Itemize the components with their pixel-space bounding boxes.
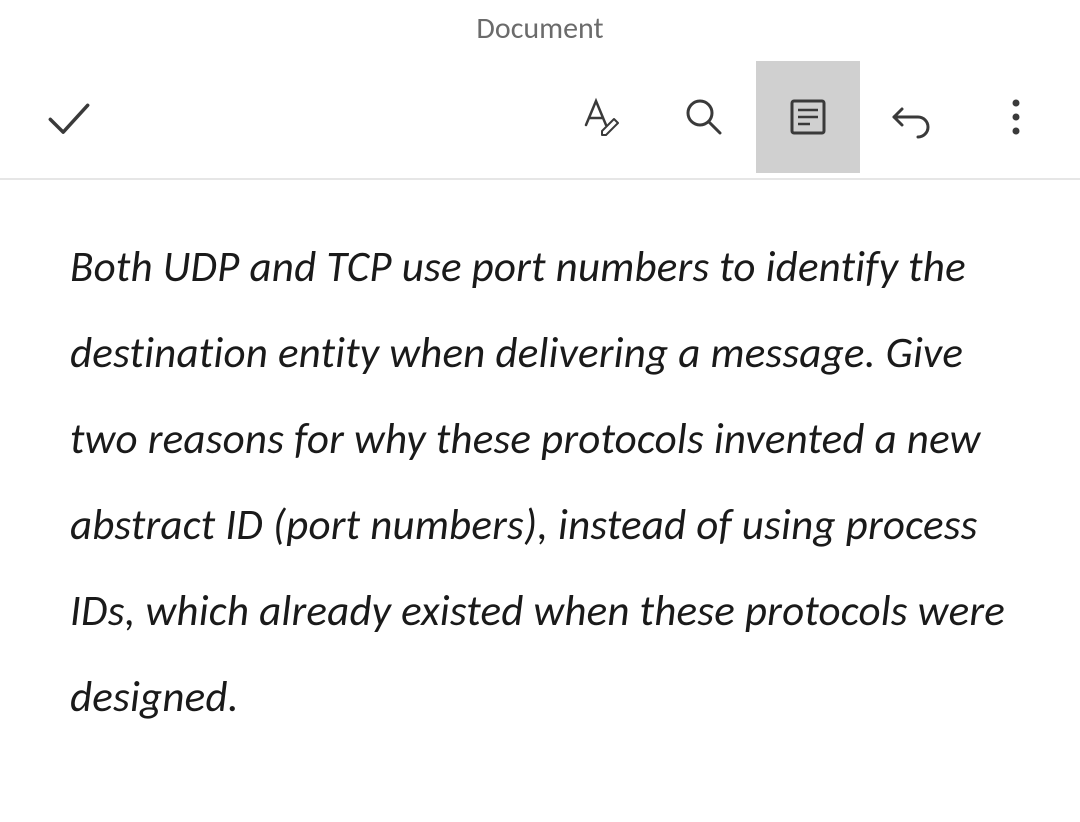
document-title: Document: [476, 10, 603, 47]
more-options-button[interactable]: [964, 61, 1068, 173]
undo-icon: [888, 93, 936, 141]
toolbar-left: [24, 56, 114, 178]
check-icon: [41, 89, 97, 145]
reading-view-button[interactable]: [756, 61, 860, 173]
search-button[interactable]: [652, 61, 756, 173]
toolbar: [0, 56, 1080, 180]
edit-text-icon: [576, 93, 624, 141]
search-icon: [680, 93, 728, 141]
text-edit-button[interactable]: [548, 61, 652, 173]
reading-view-icon: [784, 93, 832, 141]
undo-button[interactable]: [860, 61, 964, 173]
body-paragraph: Both UDP and TCP use port numbers to ide…: [70, 224, 1010, 740]
document-content[interactable]: Both UDP and TCP use port numbers to ide…: [0, 180, 1080, 740]
more-vertical-icon: [992, 93, 1040, 141]
toolbar-right: [548, 56, 1068, 178]
title-bar: Document: [0, 0, 1080, 56]
confirm-button[interactable]: [24, 61, 114, 173]
